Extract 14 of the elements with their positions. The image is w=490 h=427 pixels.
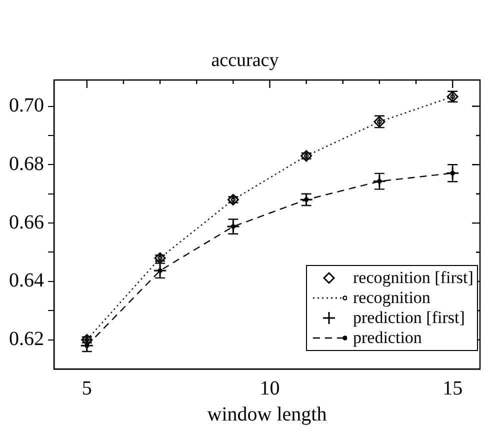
x-tick-label: 5 (82, 377, 92, 400)
x-tick-label: 10 (260, 377, 280, 400)
legend-label: prediction (353, 328, 422, 348)
y-tick-label: 0.68 (9, 152, 44, 175)
y-tick-label: 0.64 (9, 270, 44, 292)
y-tick-label: 0.62 (9, 328, 44, 350)
legend-label: prediction [first] (353, 308, 465, 328)
x-tick-label: 15 (442, 377, 463, 400)
legend-label: recognition [first] (353, 268, 474, 288)
y-tick-label: 0.70 (9, 94, 44, 117)
y-tick-label: 0.66 (9, 211, 44, 234)
x-axis-title: window length (207, 403, 327, 426)
chart-title: accuracy (210, 50, 280, 72)
legend-label: recognition (353, 288, 430, 308)
